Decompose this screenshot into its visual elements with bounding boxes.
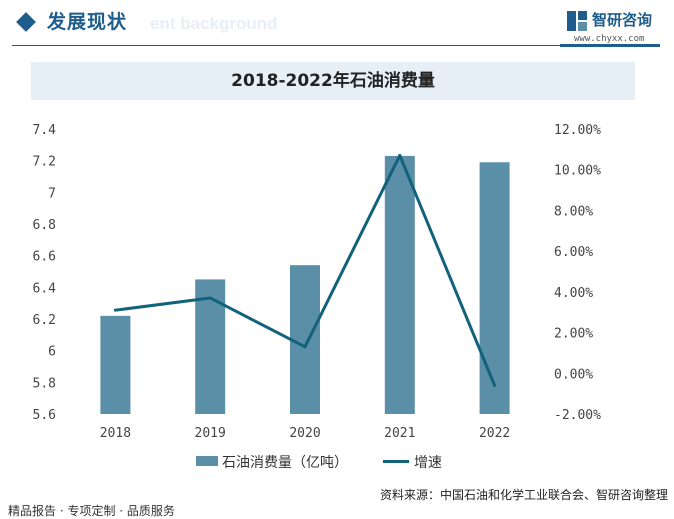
x-tick-label: 2020 xyxy=(289,426,320,441)
y-left-tick-label: 7 xyxy=(48,186,56,201)
y-left-tick-label: 7.2 xyxy=(33,155,56,170)
x-tick-label: 2018 xyxy=(100,426,131,441)
background-ghost-text: ent background xyxy=(150,14,278,33)
x-tick-label: 2019 xyxy=(195,426,226,441)
legend-line-label: 增速 xyxy=(414,455,442,471)
chart-bar xyxy=(100,315,131,414)
y-right-tick-label: 0.00% xyxy=(554,367,593,382)
y-left-tick-label: 6.6 xyxy=(33,250,56,265)
page-header: 发展现状 ent background 智研咨询 www.chyxx.com xyxy=(0,0,674,48)
chart-bar xyxy=(290,265,320,414)
page-footer: 精品报告 · 专项定制 · 品质服务 资料来源：中国石油和化学工业联合会、智研咨… xyxy=(0,480,674,519)
growth-point xyxy=(303,345,307,349)
chart-legend: 石油消费量（亿吨） 增速 xyxy=(0,452,674,472)
y-left-tick-label: 6.4 xyxy=(33,281,57,296)
y-right-tick-label: 2.00% xyxy=(554,327,593,342)
brand-logo-icon xyxy=(567,11,587,31)
legend-line-swatch xyxy=(383,460,409,463)
y-left-tick-label: 5.8 xyxy=(33,376,56,391)
growth-point xyxy=(493,384,497,387)
chart-title-band: 2018-2022年石油消费量 xyxy=(31,62,635,100)
chart-bar xyxy=(384,155,415,414)
brand-name: 智研咨询 xyxy=(592,11,653,29)
y-right-tick-label: 8.00% xyxy=(554,204,593,219)
y-left-tick-label: 6.8 xyxy=(33,218,56,233)
header-divider-accent xyxy=(560,44,660,47)
y-left-tick-label: 6 xyxy=(48,345,56,360)
growth-point xyxy=(398,153,402,157)
legend-bar-label: 石油消费量（亿吨） xyxy=(222,455,348,471)
y-right-tick-label: 10.00% xyxy=(554,164,601,179)
brand-url: www.chyxx.com xyxy=(574,34,645,44)
y-left-tick-label: 5.6 xyxy=(33,408,56,423)
chart-bar xyxy=(479,162,510,414)
legend-bar-swatch xyxy=(196,456,218,466)
x-tick-label: 2021 xyxy=(384,426,415,441)
growth-point xyxy=(208,296,212,300)
footer-tagline: 精品报告 · 专项定制 · 品质服务 xyxy=(8,504,175,518)
chart-canvas: 5.6 5.8 6 6.2 6.4 6.6 6.8 7 7.2 7.4 -2.00% 0.00% 2.0… xyxy=(33,123,602,441)
footer-source: 资料来源：中国石油和化学工业联合会、智研咨询整理 xyxy=(379,488,668,502)
y-right-tick-label: 4.00% xyxy=(554,286,593,301)
x-tick-label: 2022 xyxy=(479,426,510,441)
header-divider xyxy=(12,45,560,46)
y-right-tick-label: 6.00% xyxy=(554,245,593,260)
y-left-tick-label: 7.4 xyxy=(33,123,57,138)
growth-point xyxy=(113,308,117,312)
chart-title: 2018-2022年石油消费量 xyxy=(231,71,435,91)
section-title: 发展现状 xyxy=(47,11,128,33)
y-right-tick-label: -2.00% xyxy=(554,408,601,423)
y-left-tick-label: 6.2 xyxy=(33,313,56,328)
y-right-tick-label: 12.00% xyxy=(554,123,601,138)
